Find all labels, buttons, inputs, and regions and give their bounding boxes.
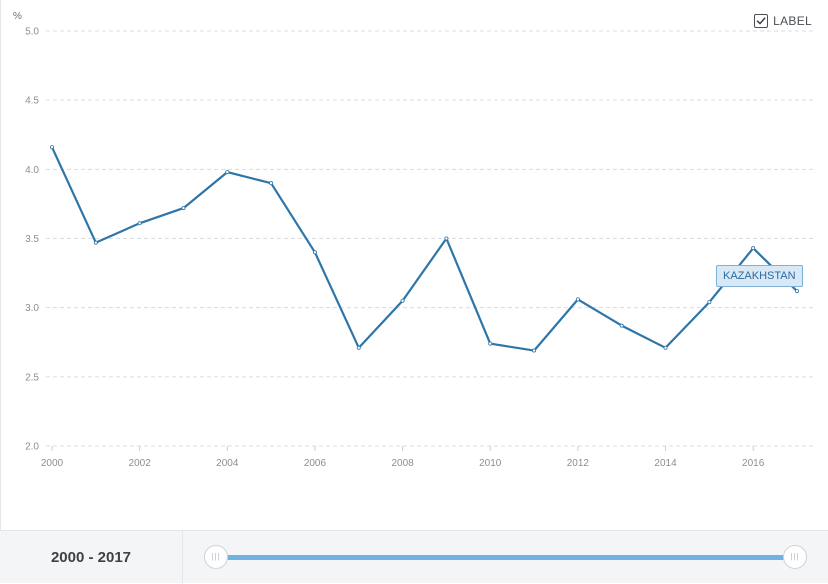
x-tick-label: 2016 [742, 458, 765, 469]
data-point[interactable] [225, 170, 230, 175]
label-checkbox[interactable] [754, 14, 769, 28]
grip-icon: ||| [211, 552, 221, 561]
year-range-label: 2000 - 2017 [0, 531, 183, 584]
y-tick-label: 2.0 [25, 442, 39, 453]
x-tick-label: 2006 [304, 458, 327, 469]
grid-lines [46, 30, 815, 447]
label-toggle-text: LABEL [773, 14, 812, 28]
data-point[interactable] [575, 297, 580, 302]
data-point[interactable] [181, 206, 186, 211]
data-point[interactable] [50, 145, 55, 150]
y-tick-label: 4.5 [25, 96, 39, 107]
chart-area: 5.0 4.5 4.0 3.5 3.0 2.5 2.0 2000 2002 2004 2006 200… [0, 0, 815, 530]
data-point[interactable] [707, 300, 712, 305]
x-tick-label: 2014 [654, 458, 677, 469]
x-tick-label: 2002 [129, 458, 152, 469]
y-tick-label: 5.0 [25, 27, 39, 38]
data-point[interactable] [619, 323, 624, 328]
series-label-kazakhstan: KAZAKHSTAN [716, 265, 803, 287]
y-tick-label: 3.0 [25, 303, 39, 314]
x-tick-label: 2000 [41, 458, 64, 469]
data-point[interactable] [269, 181, 274, 186]
x-tick-label: 2012 [567, 458, 590, 469]
data-point[interactable] [751, 246, 756, 251]
year-range-track[interactable] [217, 555, 795, 560]
y-unit-label: % [13, 11, 22, 22]
label-toggle[interactable]: LABEL [754, 14, 812, 28]
grip-icon: ||| [790, 552, 800, 561]
series [50, 145, 800, 353]
y-tick-label: 3.5 [25, 234, 39, 245]
check-icon [756, 17, 766, 25]
data-point[interactable] [444, 236, 449, 241]
data-point[interactable] [663, 345, 668, 350]
data-point[interactable] [488, 341, 493, 346]
data-point[interactable] [795, 289, 800, 294]
data-point[interactable] [137, 221, 142, 226]
data-point[interactable] [93, 240, 98, 245]
x-tick-label: 2010 [479, 458, 502, 469]
data-point[interactable] [400, 298, 405, 303]
year-range-footer: 2000 - 2017 ||| ||| [0, 530, 828, 584]
x-tick-label: 2004 [216, 458, 239, 469]
y-tick-label: 2.5 [25, 372, 39, 383]
range-end-handle[interactable]: ||| [783, 545, 807, 569]
data-point[interactable] [356, 345, 361, 350]
series-line [50, 146, 799, 352]
data-point[interactable] [532, 348, 537, 353]
range-start-handle[interactable]: ||| [204, 545, 228, 569]
x-tick-label: 2008 [391, 458, 414, 469]
data-point[interactable] [312, 250, 317, 255]
y-tick-label: 4.0 [25, 165, 39, 176]
